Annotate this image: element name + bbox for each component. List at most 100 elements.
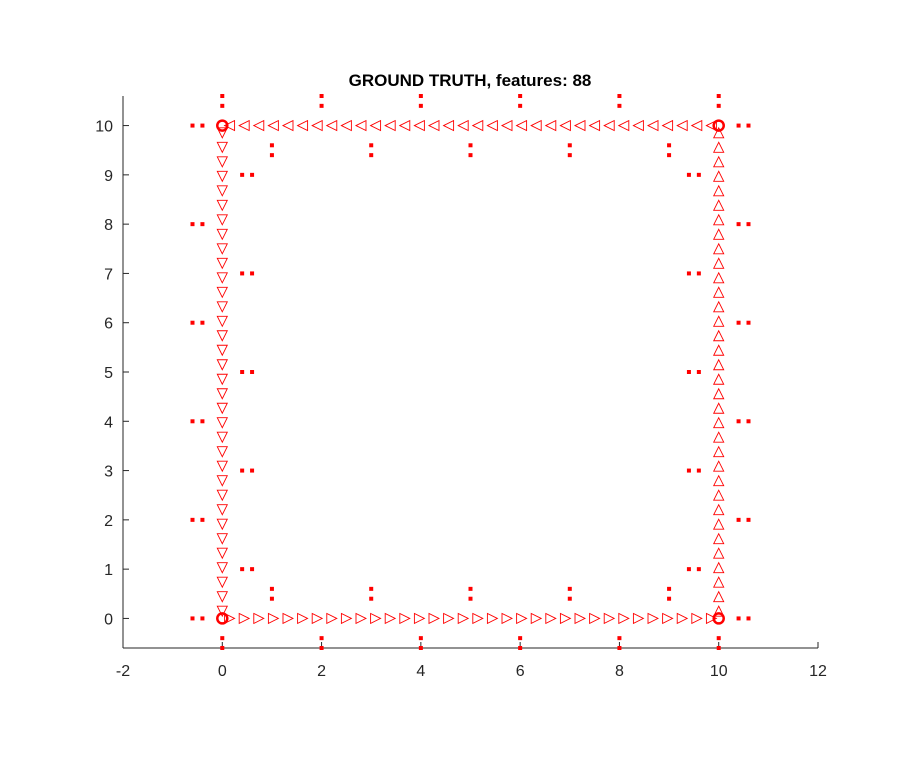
trajectory-marker-left xyxy=(216,547,229,560)
corner-marker xyxy=(712,119,725,132)
feature-point xyxy=(240,468,245,473)
x-tick-label: 12 xyxy=(809,663,827,680)
feature-point xyxy=(250,567,255,572)
x-tick-label: 2 xyxy=(317,663,326,680)
feature-point xyxy=(617,103,622,108)
feature-point xyxy=(319,646,324,650)
trajectory-marker-bottom xyxy=(443,612,455,625)
feature-point xyxy=(686,567,691,572)
feature-point xyxy=(200,123,205,128)
corners xyxy=(216,119,725,625)
feature-point xyxy=(418,646,423,650)
trajectory-marker-right xyxy=(712,547,725,559)
trajectory-marker-left xyxy=(216,199,229,212)
trajectory-marker-right xyxy=(712,315,725,327)
trajectory-marker-right xyxy=(712,155,725,168)
trajectory-marker-left xyxy=(216,402,229,415)
feature-point xyxy=(716,103,721,108)
trajectory-marker-right xyxy=(712,605,725,617)
y-tick-label: 0 xyxy=(104,611,113,628)
trajectory-marker-left xyxy=(216,127,229,139)
trajectory-marker-right xyxy=(712,590,725,603)
trajectory-marker-left xyxy=(216,170,229,183)
feature-point xyxy=(518,103,523,108)
trajectory-marker-right xyxy=(712,373,725,385)
trajectory-marker-left xyxy=(216,243,229,255)
feature-point xyxy=(567,586,572,591)
feature-point xyxy=(567,153,572,158)
trajectory-marker-top xyxy=(676,119,688,132)
trajectory-marker-top xyxy=(574,119,586,132)
corner-marker xyxy=(216,612,229,625)
trajectory-marker-bottom xyxy=(472,612,484,625)
corner-marker xyxy=(712,612,725,625)
trajectory-marker-bottom xyxy=(326,612,338,625)
feature-point xyxy=(190,320,195,325)
trajectory-marker-top xyxy=(617,119,630,132)
feature-point xyxy=(667,143,672,148)
trajectory-marker-bottom xyxy=(574,612,587,625)
feature-point xyxy=(369,143,374,148)
trajectory-marker-left xyxy=(216,460,229,473)
trajectory-marker-top xyxy=(588,119,601,132)
trajectory-marker-top xyxy=(281,119,294,132)
x-tick-label: 0 xyxy=(218,663,227,680)
feature-point xyxy=(468,586,473,591)
trajectory-marker-left xyxy=(216,591,229,603)
trajectory-marker-top xyxy=(340,119,352,132)
trajectory-marker-bottom xyxy=(705,612,718,625)
trajectory xyxy=(216,119,725,625)
trajectory-marker-right xyxy=(712,126,725,139)
feature-point xyxy=(269,586,274,591)
trajectory-marker-right xyxy=(712,344,725,356)
trajectory-marker-top xyxy=(427,119,440,132)
trajectory-marker-left xyxy=(216,257,229,270)
trajectory-marker-left xyxy=(216,330,229,342)
feature-point xyxy=(190,419,195,424)
feature-point xyxy=(567,596,572,601)
feature-point xyxy=(667,586,672,591)
trajectory-marker-bottom xyxy=(457,612,470,625)
feature-point xyxy=(190,616,195,621)
x-tick-label: -2 xyxy=(116,663,130,680)
trajectory-marker-right xyxy=(712,213,725,226)
trajectory-marker-right xyxy=(712,518,725,530)
trajectory-marker-top xyxy=(296,119,309,132)
x-tick-label: 10 xyxy=(710,663,728,680)
trajectory-marker-left xyxy=(216,228,229,241)
trajectory-marker-left xyxy=(216,431,229,444)
y-tick-label: 4 xyxy=(104,414,113,431)
trajectory-marker-bottom xyxy=(355,612,367,625)
trajectory-marker-bottom xyxy=(370,612,382,625)
trajectory-marker-bottom xyxy=(618,612,630,625)
trajectory-marker-left xyxy=(216,344,229,357)
trajectory-marker-right xyxy=(712,431,725,443)
y-tick-label: 9 xyxy=(104,168,113,185)
trajectory-marker-left xyxy=(216,185,229,197)
y-ticks: 0 1 2 3 4 5 6 7 8 9 10 xyxy=(95,119,129,628)
trajectory-marker-bottom xyxy=(516,612,528,625)
feature-point xyxy=(319,103,324,108)
trajectory-marker-left xyxy=(216,301,229,313)
corner-marker xyxy=(216,119,229,132)
feature-point xyxy=(269,596,274,601)
feature-point xyxy=(468,153,473,158)
feature-point xyxy=(240,271,245,276)
trajectory-marker-top xyxy=(486,119,498,132)
feature-point xyxy=(736,517,741,522)
feature-point xyxy=(736,320,741,325)
trajectory-marker-left xyxy=(216,373,229,386)
trajectory-marker-right xyxy=(712,358,725,371)
feature-point xyxy=(746,123,751,128)
trajectory-marker-right xyxy=(712,576,725,588)
trajectory-marker-right xyxy=(712,199,725,211)
feature-point xyxy=(696,172,701,177)
trajectory-marker-left xyxy=(216,417,229,429)
feature-point xyxy=(686,370,691,374)
trajectory-marker-bottom xyxy=(340,612,353,625)
trajectory-marker-top xyxy=(223,119,236,132)
trajectory-marker-top xyxy=(471,119,484,132)
feature-point xyxy=(617,94,622,98)
trajectory-marker-top xyxy=(500,119,513,132)
feature-point xyxy=(269,143,274,148)
